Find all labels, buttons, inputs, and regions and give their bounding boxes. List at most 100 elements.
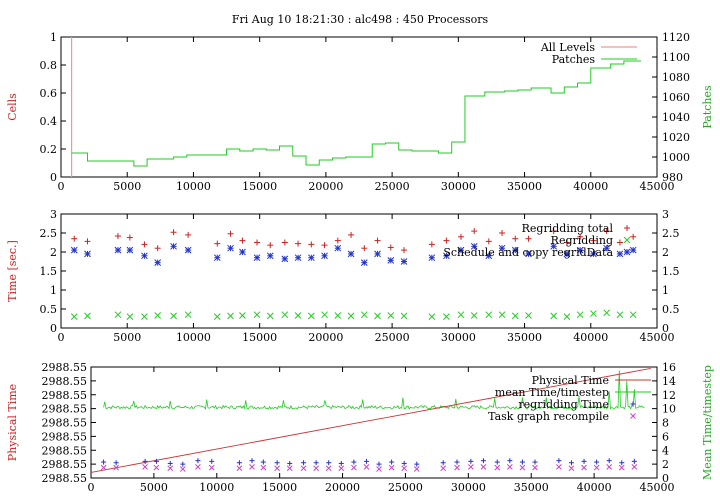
point-schedule-copy	[590, 250, 597, 258]
point-regridding-total	[214, 240, 221, 247]
point-task-recompile	[286, 465, 293, 472]
point-regridding	[213, 313, 221, 320]
x-tick-label: 45000	[640, 331, 675, 344]
x-tick-label: 15000	[262, 481, 297, 494]
point-regridding-time	[619, 460, 625, 466]
marker-d2	[623, 236, 631, 244]
marker-d2	[374, 250, 381, 258]
point-schedule-copy	[227, 244, 234, 252]
point-regridding-total	[84, 238, 91, 245]
panel-3	[90, 366, 658, 479]
x-tick-label: 15000	[242, 331, 277, 344]
y2-axis-label: Patches	[701, 85, 714, 129]
marker-d2	[494, 464, 501, 471]
point-regridding-time	[454, 459, 460, 465]
point-regridding-time	[631, 458, 637, 464]
marker-d2	[550, 242, 558, 250]
marker-d2	[576, 246, 584, 254]
point-regridding	[70, 313, 78, 320]
x-tick-label: 25000	[375, 331, 410, 344]
point-schedule-copy	[360, 259, 368, 266]
y-axis-label: Physical Time	[6, 384, 19, 461]
marker-d2	[213, 313, 221, 320]
point-regridding-time	[568, 460, 574, 466]
point-regridding-total	[616, 239, 623, 246]
y2-tick-label: 2.5	[662, 227, 680, 240]
y2-tick-label: 1040	[662, 111, 690, 124]
x-tick-label: 35000	[514, 481, 549, 494]
marker-d2	[629, 246, 637, 254]
point-regridding-time	[287, 460, 293, 466]
marker-d2	[506, 464, 513, 470]
x-tick-label: 15000	[242, 180, 277, 193]
point-task-recompile	[363, 464, 370, 470]
point-task-recompile	[413, 466, 420, 472]
marker-d2	[401, 465, 408, 472]
y2-tick-label: 0	[662, 322, 669, 335]
marker-d2	[100, 464, 107, 471]
point-schedule-copy	[576, 246, 584, 254]
point-schedule-copy	[550, 242, 558, 250]
point-regridding-time	[113, 460, 119, 466]
x-tick-label: 30000	[451, 481, 486, 494]
point-regridding-time	[532, 459, 538, 465]
point-task-recompile	[179, 466, 186, 472]
marker-d2	[266, 312, 274, 320]
y-tick-label: 0.2	[40, 143, 58, 156]
y2-tick-label: 2	[662, 246, 669, 259]
point-task-recompile	[519, 464, 526, 471]
point-regridding-total	[239, 237, 246, 244]
y2-tick-label: 12	[662, 389, 676, 402]
marker-d2	[480, 464, 487, 470]
marker-d2	[443, 252, 450, 260]
point-regridding	[374, 312, 381, 320]
marker-d2	[334, 312, 342, 319]
marker-d2	[167, 465, 174, 472]
y-axis-label: Cells	[6, 93, 19, 121]
point-schedule-copy	[239, 248, 246, 256]
point-regridding	[428, 313, 436, 320]
point-task-recompile	[440, 465, 447, 472]
marker-d2	[253, 254, 261, 262]
point-task-recompile	[454, 464, 460, 471]
y2-tick-label: 6	[662, 430, 669, 443]
point-regridding-total	[254, 239, 261, 246]
y-tick-label: 0.5	[40, 303, 58, 316]
point-regridding	[511, 312, 519, 320]
point-regridding	[498, 311, 506, 319]
series-physical-time	[90, 367, 651, 473]
point-regridding-total	[374, 237, 381, 244]
x-tick-label: 10000	[176, 180, 211, 193]
point-regridding-total	[185, 231, 192, 238]
marker-d2	[387, 312, 395, 319]
point-regridding	[563, 313, 571, 320]
marker-d2	[213, 254, 221, 262]
point-regridding-time	[519, 459, 525, 465]
legend-all-levels: All Levels	[540, 41, 596, 54]
point-regridding-time	[180, 461, 186, 467]
y2-tick-label: 1080	[662, 71, 690, 84]
marker-d2	[281, 255, 289, 263]
x-tick-label: 40000	[573, 331, 608, 344]
point-regridding-time	[153, 458, 159, 464]
point-regridding	[294, 312, 302, 319]
point-regridding-total	[170, 229, 177, 236]
y2-tick-label: 1.5	[662, 265, 680, 278]
marker-d2	[153, 464, 160, 471]
point-schedule-copy	[400, 258, 408, 265]
marker-d2	[286, 465, 293, 472]
x-tick-label: 0	[58, 331, 65, 344]
y-tick-label: 2988.55	[42, 403, 88, 416]
y2-tick-label: 0.5	[662, 303, 680, 316]
point-schedule-copy	[294, 254, 302, 262]
y2-tick-label: 1000	[662, 151, 690, 164]
marker-d2	[629, 311, 637, 319]
marker-d2	[294, 254, 302, 262]
marker-d2	[400, 258, 408, 265]
point-schedule-copy	[334, 244, 342, 252]
y-tick-label: 2988.55	[42, 472, 88, 485]
point-regridding-time	[236, 460, 242, 466]
marker-d2	[581, 464, 587, 471]
